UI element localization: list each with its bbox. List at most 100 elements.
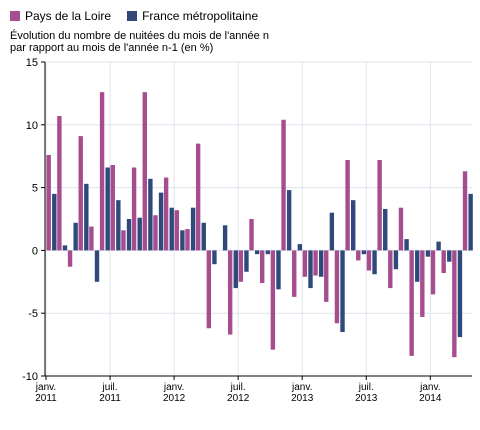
x-tick-label: 2013: [291, 393, 314, 404]
bar-france-metropolitaine: [212, 250, 217, 265]
bar-pays-de-la-loire: [67, 250, 73, 267]
bar-france-metropolitaine: [286, 190, 292, 251]
legend-swatch-france-metropolitaine: [127, 11, 138, 21]
y-tick-label: -5: [28, 308, 38, 320]
bar-pays-de-la-loire: [409, 250, 414, 356]
bar-france-metropolitaine: [244, 250, 249, 272]
bar-france-metropolitaine: [457, 250, 463, 338]
bar-france-metropolitaine: [447, 250, 452, 262]
bar-pays-de-la-loire: [398, 207, 404, 251]
bar-france-metropolitaine: [105, 167, 110, 251]
x-tick-label: janv.: [35, 382, 56, 393]
x-tick-label: 2011: [99, 393, 121, 404]
y-tick-label: 5: [32, 183, 38, 195]
bar-pays-de-la-loire: [260, 250, 265, 284]
bar-pays-de-la-loire: [302, 250, 308, 277]
bar-france-metropolitaine: [308, 250, 313, 289]
bar-france-metropolitaine: [190, 207, 196, 251]
bar-pays-de-la-loire: [185, 229, 190, 251]
bar-france-metropolitaine: [276, 250, 281, 290]
bar-france-metropolitaine: [351, 200, 356, 251]
bar-pays-de-la-loire: [313, 250, 318, 276]
bar-pays-de-la-loire: [388, 250, 393, 289]
bar-france-metropolitaine: [52, 193, 57, 251]
x-tick-label: janv.: [419, 382, 440, 393]
bar-pays-de-la-loire: [153, 215, 158, 251]
bar-pays-de-la-loire: [131, 167, 137, 251]
x-tick-label: juil.: [230, 382, 246, 393]
bar-pays-de-la-loire: [334, 250, 340, 324]
bar-pays-de-la-loire: [142, 92, 147, 251]
bar-pays-de-la-loire: [78, 136, 83, 251]
bar-pays-de-la-loire: [57, 116, 62, 251]
bar-pays-de-la-loire: [99, 92, 105, 251]
bar-france-metropolitaine: [254, 250, 260, 255]
bar-france-metropolitaine: [84, 183, 89, 251]
x-tick-label: 2014: [419, 393, 442, 404]
bar-france-metropolitaine: [383, 208, 388, 251]
bar-france-metropolitaine: [265, 250, 270, 255]
bar-france-metropolitaine: [201, 222, 206, 251]
bar-pays-de-la-loire: [324, 250, 329, 302]
bar-pays-de-la-loire: [46, 154, 51, 251]
bar-pays-de-la-loire: [292, 250, 297, 297]
x-tick-label: janv.: [163, 382, 184, 393]
y-tick-label: 15: [26, 57, 38, 69]
bar-pays-de-la-loire: [452, 250, 457, 358]
bar-france-metropolitaine: [436, 241, 441, 251]
bar-pays-de-la-loire: [227, 250, 233, 335]
bar-france-metropolitaine: [361, 250, 367, 255]
bar-pays-de-la-loire: [206, 250, 212, 329]
bar-france-metropolitaine: [148, 178, 153, 251]
legend-label-france-metropolitaine: France métropolitaine: [142, 9, 259, 23]
legend-swatch-pays-de-la-loire: [10, 11, 20, 21]
bar-france-metropolitaine: [73, 222, 78, 251]
bar-pays-de-la-loire: [377, 159, 382, 251]
x-tick-label: 2013: [355, 393, 378, 404]
bar-pays-de-la-loire: [270, 250, 276, 350]
y-tick-label: -10: [22, 371, 38, 383]
bar-pays-de-la-loire: [195, 143, 201, 251]
bar-pays-de-la-loire: [430, 250, 436, 295]
bar-france-metropolitaine: [393, 250, 399, 270]
bar-france-metropolitaine: [116, 200, 121, 251]
bar-france-metropolitaine: [169, 207, 174, 251]
y-tick-label: 0: [32, 245, 38, 257]
bar-pays-de-la-loire: [174, 210, 179, 251]
bar-france-metropolitaine: [340, 250, 345, 333]
y-axis-label: Évolution du nombre de nuitées du mois d…: [10, 30, 269, 54]
x-tick-label: 2012: [163, 393, 186, 404]
bar-pays-de-la-loire: [281, 119, 286, 251]
bar-france-metropolitaine: [297, 244, 303, 251]
bar-france-metropolitaine: [158, 192, 164, 251]
bar-france-metropolitaine: [233, 250, 238, 289]
bar-pays-de-la-loire: [238, 250, 244, 282]
bar-france-metropolitaine: [425, 250, 431, 257]
y-axis-label-line-1: Évolution du nombre de nuitées du mois d…: [10, 30, 269, 42]
bar-pays-de-la-loire: [89, 226, 94, 251]
bar-france-metropolitaine: [62, 245, 68, 251]
legend-item-france-metropolitaine[interactable]: France métropolitaine: [127, 9, 258, 23]
bar-france-metropolitaine: [468, 193, 473, 251]
bar-pays-de-la-loire: [462, 171, 468, 251]
bar-france-metropolitaine: [94, 250, 100, 282]
legend-item-pays-de-la-loire[interactable]: Pays de la Loire: [10, 9, 111, 23]
bar-france-metropolitaine: [180, 230, 185, 251]
bar-france-metropolitaine: [318, 250, 324, 277]
bar-france-metropolitaine: [329, 212, 335, 251]
x-tick-label: 2011: [35, 393, 57, 404]
bar-france-metropolitaine: [222, 225, 228, 251]
bar-france-metropolitaine: [137, 217, 142, 251]
bar-pays-de-la-loire: [356, 250, 361, 261]
y-axis-label-line-2: par rapport au mois de l'année n-1 (en %…: [10, 42, 214, 54]
x-tick-label: 2012: [227, 393, 250, 404]
bar-pays-de-la-loire: [345, 159, 350, 251]
y-tick-label: 10: [26, 120, 38, 132]
bar-pays-de-la-loire: [110, 164, 115, 251]
bar-pays-de-la-loire: [366, 250, 372, 271]
bar-pays-de-la-loire: [420, 250, 425, 317]
bar-pays-de-la-loire: [441, 250, 446, 274]
bar-pays-de-la-loire: [163, 177, 169, 251]
legend: Pays de la Loire France métropolitaine: [10, 9, 274, 23]
